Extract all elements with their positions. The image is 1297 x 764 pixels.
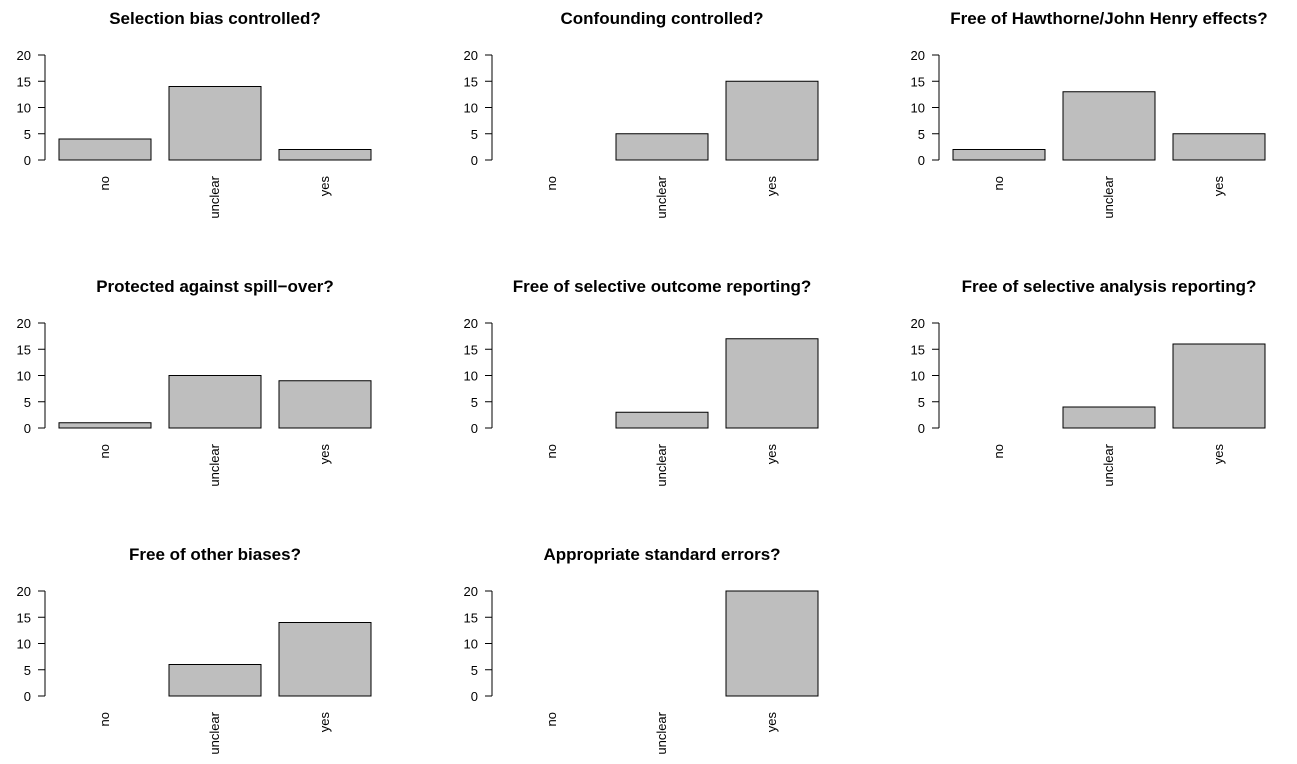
y-tick-label: 0 <box>24 689 31 704</box>
category-label: unclear <box>207 443 222 486</box>
y-tick-label: 5 <box>918 395 925 410</box>
chart-panel: Free of Hawthorne/John Henry effects? 0 5 1… <box>911 9 1268 219</box>
chart-title: Appropriate standard errors? <box>543 545 780 564</box>
bar <box>58 138 152 161</box>
y-tick-label: 10 <box>911 101 925 116</box>
bar <box>1172 133 1266 161</box>
category-label: yes <box>317 712 332 733</box>
y-tick-label: 20 <box>464 316 478 331</box>
chart-panel: Selection bias controlled? 0 5 10 15 20 no uncl… <box>17 9 372 219</box>
y-tick-label: 5 <box>471 127 478 142</box>
chart-panel: Free of selective analysis reporting? 0 5 1… <box>911 277 1266 487</box>
category-label: unclear <box>654 443 669 486</box>
bar <box>58 422 152 429</box>
y-tick-label: 10 <box>17 369 31 384</box>
bar <box>725 590 819 697</box>
y-tick-label: 15 <box>17 74 31 89</box>
y-tick-label: 5 <box>471 663 478 678</box>
category-label: yes <box>317 176 332 197</box>
bar <box>168 86 262 161</box>
bar <box>168 375 262 429</box>
y-tick-label: 15 <box>464 610 478 625</box>
category-label: no <box>991 176 1006 190</box>
chart-title: Confounding controlled? <box>560 9 763 28</box>
bar <box>1062 91 1156 161</box>
bar <box>615 133 709 161</box>
chart-panel: Free of other biases? 0 5 10 15 20 no unclear ye… <box>17 545 372 755</box>
y-tick-label: 20 <box>17 316 31 331</box>
bar <box>278 622 372 697</box>
bar <box>168 664 262 697</box>
chart-title: Free of selective analysis reporting? <box>962 277 1257 296</box>
y-tick-label: 10 <box>17 101 31 116</box>
bar <box>278 380 372 429</box>
y-tick-label: 15 <box>911 74 925 89</box>
y-tick-label: 15 <box>17 610 31 625</box>
bar <box>952 149 1046 161</box>
y-tick-label: 20 <box>17 584 31 599</box>
category-label: no <box>97 712 112 726</box>
y-tick-label: 0 <box>471 689 478 704</box>
category-label: yes <box>764 444 779 465</box>
y-tick-label: 10 <box>17 637 31 652</box>
y-tick-label: 15 <box>911 342 925 357</box>
chart-panel: Confounding controlled? 0 5 10 15 20 no unclear… <box>464 9 819 219</box>
y-tick-label: 0 <box>24 421 31 436</box>
category-label: yes <box>1211 176 1226 197</box>
category-label: unclear <box>1101 443 1116 486</box>
y-tick-label: 5 <box>24 127 31 142</box>
category-label: no <box>544 444 559 458</box>
chart-title: Free of other biases? <box>129 545 301 564</box>
chart-title: Protected against spill−over? <box>96 277 334 296</box>
y-tick-label: 5 <box>918 127 925 142</box>
category-label: yes <box>764 176 779 197</box>
category-label: yes <box>317 444 332 465</box>
bar <box>278 149 372 161</box>
bar <box>725 338 819 429</box>
category-label: no <box>991 444 1006 458</box>
category-label: no <box>97 444 112 458</box>
category-label: no <box>97 176 112 190</box>
y-tick-label: 5 <box>471 395 478 410</box>
y-tick-label: 0 <box>918 153 925 168</box>
bar <box>1172 343 1266 429</box>
y-tick-label: 10 <box>464 101 478 116</box>
y-tick-label: 15 <box>464 74 478 89</box>
y-tick-label: 20 <box>911 48 925 63</box>
y-tick-label: 0 <box>471 153 478 168</box>
y-tick-label: 20 <box>911 316 925 331</box>
y-tick-label: 10 <box>464 637 478 652</box>
y-tick-label: 15 <box>464 342 478 357</box>
bar <box>615 411 709 429</box>
category-label: unclear <box>654 175 669 218</box>
category-label: yes <box>764 712 779 733</box>
category-label: unclear <box>207 175 222 218</box>
bar <box>725 80 819 161</box>
y-tick-label: 20 <box>17 48 31 63</box>
chart-title: Free of Hawthorne/John Henry effects? <box>950 9 1267 28</box>
y-tick-label: 20 <box>464 584 478 599</box>
y-tick-label: 20 <box>464 48 478 63</box>
category-label: unclear <box>654 711 669 754</box>
chart-panel: Appropriate standard errors? 0 5 10 15 20 no un… <box>464 545 819 755</box>
y-tick-label: 5 <box>24 663 31 678</box>
y-tick-label: 10 <box>911 369 925 384</box>
bar <box>1062 406 1156 429</box>
y-tick-label: 0 <box>471 421 478 436</box>
chart-title: Free of selective outcome reporting? <box>513 277 812 296</box>
chart-panel: Protected against spill−over? 0 5 10 15 20 no u… <box>17 277 372 487</box>
y-tick-label: 10 <box>464 369 478 384</box>
category-label: no <box>544 712 559 726</box>
category-label: unclear <box>1101 175 1116 218</box>
y-tick-label: 0 <box>24 153 31 168</box>
category-label: unclear <box>207 711 222 754</box>
chart-panel: Free of selective outcome reporting? 0 5 10… <box>464 277 819 487</box>
y-tick-label: 0 <box>918 421 925 436</box>
category-label: no <box>544 176 559 190</box>
y-tick-label: 15 <box>17 342 31 357</box>
chart-title: Selection bias controlled? <box>109 9 321 28</box>
y-tick-label: 5 <box>24 395 31 410</box>
category-label: yes <box>1211 444 1226 465</box>
